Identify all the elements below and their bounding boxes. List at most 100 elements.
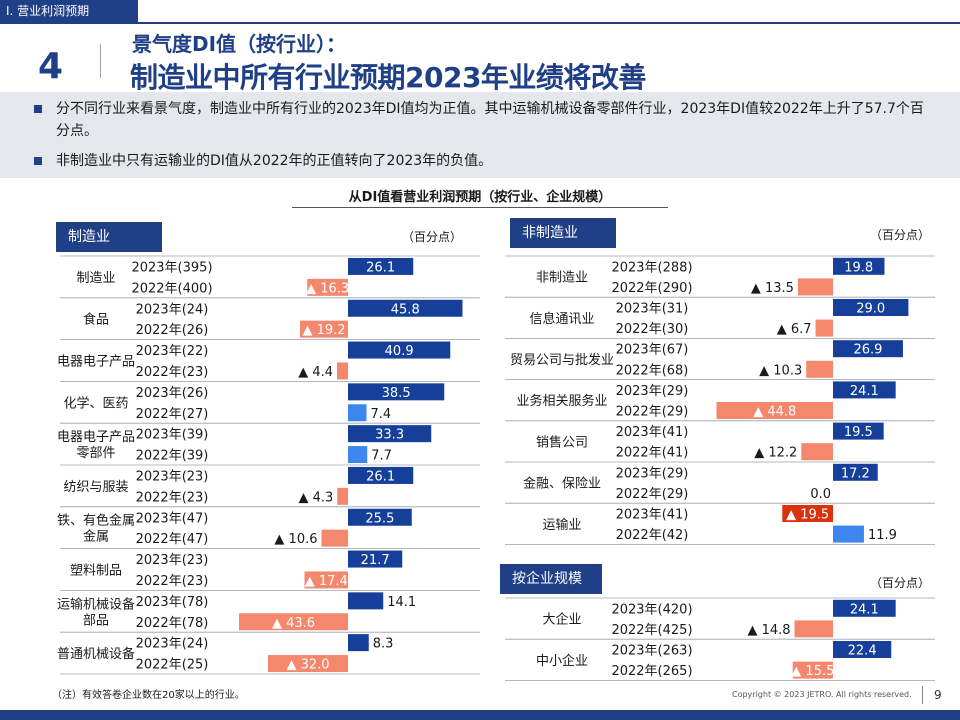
data-label: 24.1: [850, 384, 879, 399]
data-label: 33.3: [375, 428, 404, 443]
unit-label: （百分点）: [870, 228, 931, 242]
year-label: 2023年(420): [611, 602, 692, 617]
section-tag: Ⅰ. 营业利润预期: [0, 0, 138, 22]
top-rule: [0, 22, 960, 24]
year-label: 2022年(23): [136, 490, 209, 505]
year-label: 2023年(41): [616, 508, 689, 523]
year-label: 2023年(395): [131, 260, 212, 275]
data-label: ▲ 13.5: [751, 281, 794, 296]
year-label: 2022年(265): [611, 664, 692, 679]
data-label: 26.1: [366, 260, 395, 275]
data-label: 8.3: [373, 637, 394, 652]
data-bar: [833, 599, 896, 617]
year-label: 2022年(425): [611, 623, 692, 638]
data-label: 45.8: [391, 302, 420, 317]
data-label: 29.0: [856, 302, 885, 317]
data-label: ▲ 32.0: [286, 658, 329, 673]
year-label: 2022年(68): [616, 363, 689, 378]
data-label: ▲ 16.3: [306, 281, 349, 296]
data-label: 7.4: [371, 407, 392, 422]
bottom-rule: [0, 710, 960, 720]
data-label: 17.2: [841, 466, 870, 481]
year-label: 2023年(263): [611, 644, 692, 659]
category-label: 纺织与服装: [63, 480, 128, 495]
summary-text: 非制造业中只有运输业的DI值从2022年的正值转向了2023年的负值。: [56, 153, 493, 169]
data-bar: [348, 592, 384, 610]
data-bar: [348, 341, 451, 359]
year-label: 2023年(24): [136, 637, 209, 652]
year-label: 2023年(41): [616, 425, 689, 440]
data-label: ▲ 12.2: [754, 446, 797, 461]
data-bar: [268, 655, 348, 673]
category-label: 制造业: [76, 271, 115, 286]
category-label: 运输业: [542, 517, 581, 533]
data-bar: [801, 443, 833, 461]
data-label: 40.9: [385, 344, 414, 359]
data-bar: [833, 463, 878, 481]
data-label: 24.1: [850, 602, 879, 617]
year-label: 2023年(29): [616, 384, 689, 399]
year-label: 2022年(290): [611, 281, 692, 296]
data-label: ▲ 4.4: [298, 365, 333, 380]
year-label: 2022年(78): [136, 616, 209, 631]
summary-box: 分不同行业来看景气度，制造业中所有行业的2023年DI值均为正值。其中运输机械设…: [0, 92, 960, 178]
data-label: 19.5: [844, 425, 873, 440]
summary-bullet: 非制造业中只有运输业的DI值从2022年的正值转向了2023年的负值。: [34, 150, 924, 172]
year-label: 2023年(23): [136, 469, 209, 484]
data-bar: [300, 320, 348, 338]
year-label: 2023年(67): [616, 343, 689, 358]
year-label: 2022年(27): [136, 407, 209, 422]
data-label: ▲ 17.4: [305, 574, 348, 589]
category-label: 大企业: [542, 612, 581, 628]
bullet-square-icon: [34, 157, 42, 165]
year-label: 2023年(29): [616, 466, 689, 481]
category-label: 零部件: [76, 446, 115, 461]
category-label: 金融、保险业: [523, 476, 601, 492]
unit-label: （百分点）: [402, 230, 463, 244]
year-label: 2022年(26): [136, 323, 209, 338]
data-bar: [782, 505, 833, 522]
year-label: 2023年(26): [136, 386, 209, 401]
year-label: 2023年(47): [136, 511, 209, 526]
panel-header-non-manufacturing: 非制造业: [510, 218, 616, 248]
year-label: 2023年(23): [136, 553, 209, 568]
category-label: 食品: [83, 312, 109, 328]
category-label: 铁、有色金属: [57, 513, 135, 529]
data-label: ▲ 14.8: [747, 623, 790, 638]
year-label: 2022年(23): [136, 365, 209, 380]
category-label: 运输机械设备: [57, 596, 135, 612]
category-label: 电器电子产品: [57, 430, 135, 445]
category-label: 部品: [83, 613, 109, 628]
category-label: 信息通讯业: [529, 311, 594, 327]
data-label: 25.5: [365, 511, 394, 526]
data-bar: [806, 360, 833, 378]
data-label: ▲ 19.5: [786, 508, 829, 523]
bullet-square-icon: [34, 105, 42, 113]
data-bar: [833, 641, 892, 658]
year-label: 2023年(39): [136, 428, 209, 443]
data-bar: [321, 529, 348, 547]
data-bar: [348, 446, 368, 464]
year-label: 2023年(24): [136, 302, 209, 317]
category-label: 电器电子产品: [57, 355, 135, 370]
year-label: 2022年(25): [136, 658, 209, 673]
data-label: 19.8: [844, 260, 873, 275]
data-bar: [794, 620, 833, 638]
data-bar: [833, 257, 885, 275]
category-label: 金属: [83, 529, 109, 545]
data-label: ▲ 4.3: [298, 490, 333, 505]
page-number: 9: [934, 688, 942, 702]
year-label: 2022年(23): [136, 574, 209, 589]
year-label: 2023年(288): [611, 260, 692, 275]
data-label: 21.7: [361, 553, 390, 568]
page-title: 制造业中所有行业预期2023年业绩将改善: [130, 61, 646, 94]
data-label: 22.4: [848, 644, 877, 659]
year-label: 2022年(400): [131, 281, 212, 296]
category-label: 销售公司: [536, 434, 588, 450]
data-bar: [833, 299, 909, 316]
data-bar: [348, 404, 367, 422]
year-label: 2023年(78): [136, 595, 209, 610]
data-bar: [239, 613, 348, 631]
data-label: ▲ 10.3: [759, 363, 802, 378]
summary-bullet: 分不同行业来看景气度，制造业中所有行业的2023年DI值均为正值。其中运输机械设…: [34, 98, 924, 142]
